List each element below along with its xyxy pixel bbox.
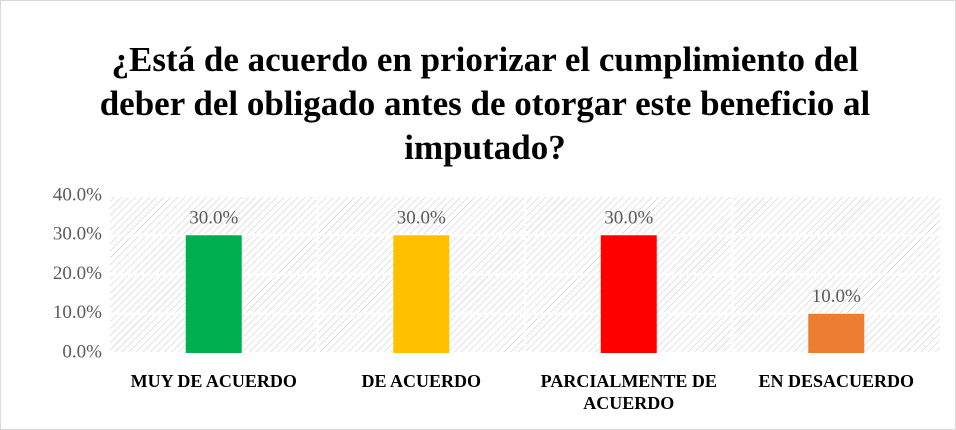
bar: [600, 235, 657, 353]
data-label: 10.0%: [812, 286, 861, 307]
bar: [808, 313, 865, 353]
y-tick-label: 0.0%: [62, 341, 102, 362]
x-tick-label: MUY DE ACUERDO: [130, 371, 297, 391]
y-tick-label: 40.0%: [53, 184, 102, 205]
data-label: 30.0%: [397, 208, 446, 229]
data-label: 30.0%: [189, 208, 238, 229]
bar: [393, 235, 450, 353]
y-tick-label: 20.0%: [53, 263, 102, 284]
x-tick-label: EN DESACUERDO: [758, 371, 915, 391]
x-tick-label: PARCIALMENTE DE ACUERDO: [540, 371, 717, 413]
bar: [185, 235, 242, 353]
y-tick-label: 10.0%: [53, 302, 102, 323]
x-tick-label: DE ACUERDO: [361, 371, 481, 391]
data-label: 30.0%: [604, 208, 653, 229]
chart-title: ¿Está de acuerdo en priorizar el cumplim…: [99, 40, 871, 167]
y-tick-label: 30.0%: [53, 224, 102, 245]
